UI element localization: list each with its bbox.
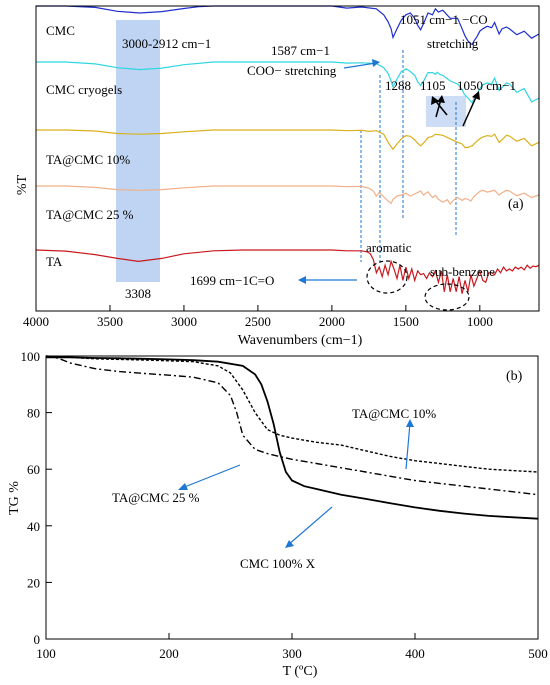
- annotation-1699-co: 1699 cm−1C=O: [190, 273, 274, 288]
- annotation-stretching: stretching: [427, 36, 479, 51]
- ftir-series-ta-cmc-10-: [36, 129, 540, 151]
- panel-b-x-tick-label: 100: [36, 646, 56, 661]
- tg-series-ta-cmc-25-: [45, 355, 539, 496]
- series-label-tacmc25: TA@CMC 25 %: [46, 207, 134, 222]
- panel-a-x-ticks: 4000 3500 3000 2500 2000 1500 1000: [23, 305, 493, 329]
- panel-b-y-tick-label: 80: [27, 406, 40, 421]
- panel-b-ylabel: TG %: [7, 481, 22, 515]
- annotation-1051-co: 1051 cm−1 −CO: [400, 12, 488, 27]
- panel-b-x-tick-label: 400: [405, 646, 425, 661]
- arrow-1105-head: [437, 95, 445, 103]
- arrow-1050-head: [472, 91, 480, 100]
- panel-b-tag: (b): [506, 369, 523, 384]
- panel-b-xlabel: T (ºC): [283, 664, 318, 679]
- arrow-cmc100-head: [285, 540, 294, 548]
- panel-a-ylabel: %T: [15, 174, 30, 195]
- annotation-1587: 1587 cm−1: [271, 43, 330, 58]
- tg-series-ta-cmc-10-: [45, 355, 539, 473]
- arrow-tacmc10-head: [406, 419, 414, 427]
- annotation-1105: 1105: [420, 78, 446, 93]
- ftir-series-cmc-cryogels: [36, 61, 540, 105]
- panel-b-x-tick-label: 200: [159, 646, 179, 661]
- panel-a-x-tick-label: 3000: [171, 314, 197, 329]
- arrow-1050: [462, 94, 478, 127]
- panel-a-x-tick-label: 2000: [319, 314, 345, 329]
- aromatic-circle: [366, 260, 408, 294]
- annotation-1288: 1288: [385, 78, 411, 93]
- panel-a-frame: [35, 5, 540, 312]
- panel-a-x-tick-label: 1500: [393, 314, 419, 329]
- annotation-sub-benzene: sub-benzene: [430, 264, 495, 279]
- panel-b-arrows: [178, 419, 414, 548]
- series-label-cmc-cryogels: CMC cryogels: [46, 82, 122, 97]
- label-cmc100: CMC 100% X: [240, 556, 316, 571]
- panel-b-y-tick-label: 40: [27, 519, 40, 534]
- series-label-ta: TA: [46, 254, 63, 269]
- panel-b-series: [45, 355, 539, 520]
- panel-a-xlabel: Wavenumbers (cm−1): [238, 333, 363, 348]
- panel-a-x-tick-label: 2500: [245, 314, 271, 329]
- annotation-3000-2912: 3000-2912 cm−1: [122, 36, 211, 51]
- arrow-1587: [343, 62, 377, 69]
- panel-a-x-tick-label: 4000: [23, 314, 49, 329]
- panel-a-x-tick-label: 3500: [97, 314, 123, 329]
- series-label-tacmc10: TA@CMC 10%: [46, 152, 130, 167]
- panel-b-ticks: 100 200 300 400 500 0 20 40 60 80 100: [21, 349, 548, 661]
- label-tacmc25: TA@CMC 25 %: [112, 490, 200, 505]
- panel-a-x-tick-label: 1000: [467, 314, 493, 329]
- arrow-cmc100: [287, 506, 333, 546]
- annotation-coo-stretching: COO− stretching: [247, 63, 337, 78]
- ftir-series-ta: [35, 249, 540, 294]
- arrow-tacmc10: [405, 422, 411, 470]
- panel-b-x-tick-label: 500: [528, 646, 548, 661]
- ftir-series-ta-cmc-25-: [36, 185, 540, 205]
- panel-a-reference-lines: [360, 50, 457, 262]
- arrow-tacmc25: [181, 464, 241, 489]
- annotation-1050: 1050 cm−1: [457, 78, 516, 93]
- panel-b-y-tick-label: 20: [27, 575, 40, 590]
- panel-b-y-tick-label: 60: [27, 462, 40, 477]
- panel-a-ftir: 4000 3500 3000 2500 2000 1500 1000 %T Wavenumb…: [15, 5, 540, 348]
- panel-a-tag: (a): [508, 197, 524, 212]
- panel-a-arrows: [298, 59, 480, 311]
- annotation-aromatic: aromatic: [366, 240, 412, 255]
- sub-benzene-circle: [424, 283, 470, 311]
- tg-series-cmc-100-x: [46, 356, 539, 520]
- arrow-tacmc25-head: [178, 483, 188, 490]
- panel-b-y-tick-label: 0: [34, 632, 41, 647]
- arrow-1587-head: [372, 59, 380, 67]
- label-tacmc10: TA@CMC 10%: [352, 406, 436, 421]
- panel-b-y-tick-label: 100: [21, 349, 41, 364]
- arrow-1288-head: [431, 96, 439, 105]
- panel-b-x-tick-label: 300: [282, 646, 302, 661]
- arrow-1699-head: [298, 276, 306, 284]
- panel-a-axes: [35, 5, 540, 312]
- series-label-cmc: CMC: [46, 23, 75, 38]
- annotation-3308: 3308: [125, 286, 151, 301]
- panel-a-highlight-band: [116, 20, 160, 282]
